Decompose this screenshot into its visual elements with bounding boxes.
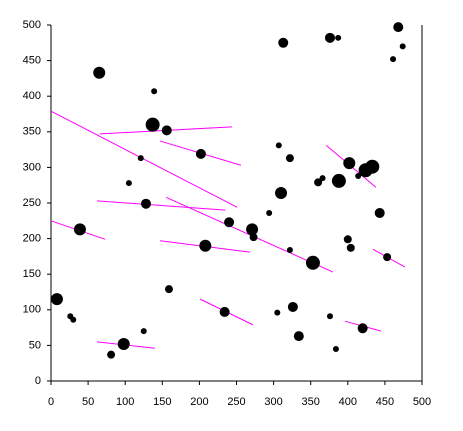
bubble — [319, 175, 326, 182]
bubble — [343, 157, 356, 170]
x-tick-label: 0 — [48, 396, 54, 408]
x-tick-label: 100 — [116, 396, 134, 408]
x-tick-label: 500 — [413, 396, 431, 408]
bubble — [50, 293, 63, 306]
bubble — [332, 345, 339, 352]
y-tick-label: 200 — [23, 233, 41, 245]
bubble — [399, 43, 406, 50]
bubble — [107, 350, 116, 359]
bubble — [275, 187, 288, 200]
x-tick-label: 400 — [339, 396, 357, 408]
bubble — [145, 117, 160, 132]
bubble — [383, 253, 392, 262]
bubble — [70, 316, 77, 323]
bubble — [287, 301, 298, 312]
bubble — [164, 285, 173, 294]
bubble — [93, 66, 106, 79]
bubble — [286, 246, 293, 253]
bubble — [199, 239, 212, 252]
bubble — [274, 309, 281, 316]
y-tick-label: 350 — [23, 126, 41, 138]
bubble — [326, 313, 333, 320]
bubble — [285, 154, 294, 163]
bubble — [140, 328, 147, 335]
y-tick-label: 250 — [23, 197, 41, 209]
bubble — [195, 148, 206, 159]
y-tick-label: 300 — [23, 161, 41, 173]
x-tick-label: 200 — [190, 396, 208, 408]
bubble — [278, 37, 289, 48]
bubble — [343, 235, 352, 244]
bubble — [249, 233, 258, 242]
bubble — [335, 34, 342, 41]
bubble — [365, 159, 380, 174]
x-tick-label: 50 — [82, 396, 94, 408]
bubble — [140, 198, 151, 209]
bubble — [151, 88, 158, 95]
x-tick-label: 450 — [376, 396, 394, 408]
bubble — [246, 223, 259, 236]
bubble — [374, 207, 385, 218]
bubble — [137, 155, 144, 162]
y-tick-label: 150 — [23, 268, 41, 280]
bubble — [73, 223, 86, 236]
bubble — [224, 217, 235, 228]
x-tick-label: 250 — [227, 396, 245, 408]
bubble — [331, 173, 346, 188]
y-tick-label: 500 — [23, 19, 41, 31]
y-tick-label: 400 — [23, 90, 41, 102]
y-tick-label: 100 — [23, 304, 41, 316]
bubble — [266, 209, 273, 216]
bubble — [117, 337, 130, 350]
bubble — [314, 178, 323, 187]
x-tick-label: 300 — [264, 396, 282, 408]
bubble — [293, 331, 304, 342]
bubble — [275, 142, 282, 149]
bubble — [390, 56, 397, 63]
bubble — [305, 255, 320, 270]
x-tick-label: 350 — [302, 396, 320, 408]
trend-segment — [50, 110, 238, 208]
bubble — [393, 22, 404, 33]
bubble — [357, 323, 368, 334]
x-tick-label: 150 — [153, 396, 171, 408]
y-tick-label: 450 — [23, 55, 41, 67]
y-tick-label: 50 — [29, 339, 41, 351]
trend-segment — [96, 200, 226, 211]
bubble — [346, 243, 355, 252]
bubble — [125, 180, 132, 187]
bubble — [324, 32, 335, 43]
y-tick-label: 0 — [35, 375, 41, 387]
bubble — [219, 306, 230, 317]
bubble — [355, 172, 362, 179]
bubble — [161, 125, 172, 136]
